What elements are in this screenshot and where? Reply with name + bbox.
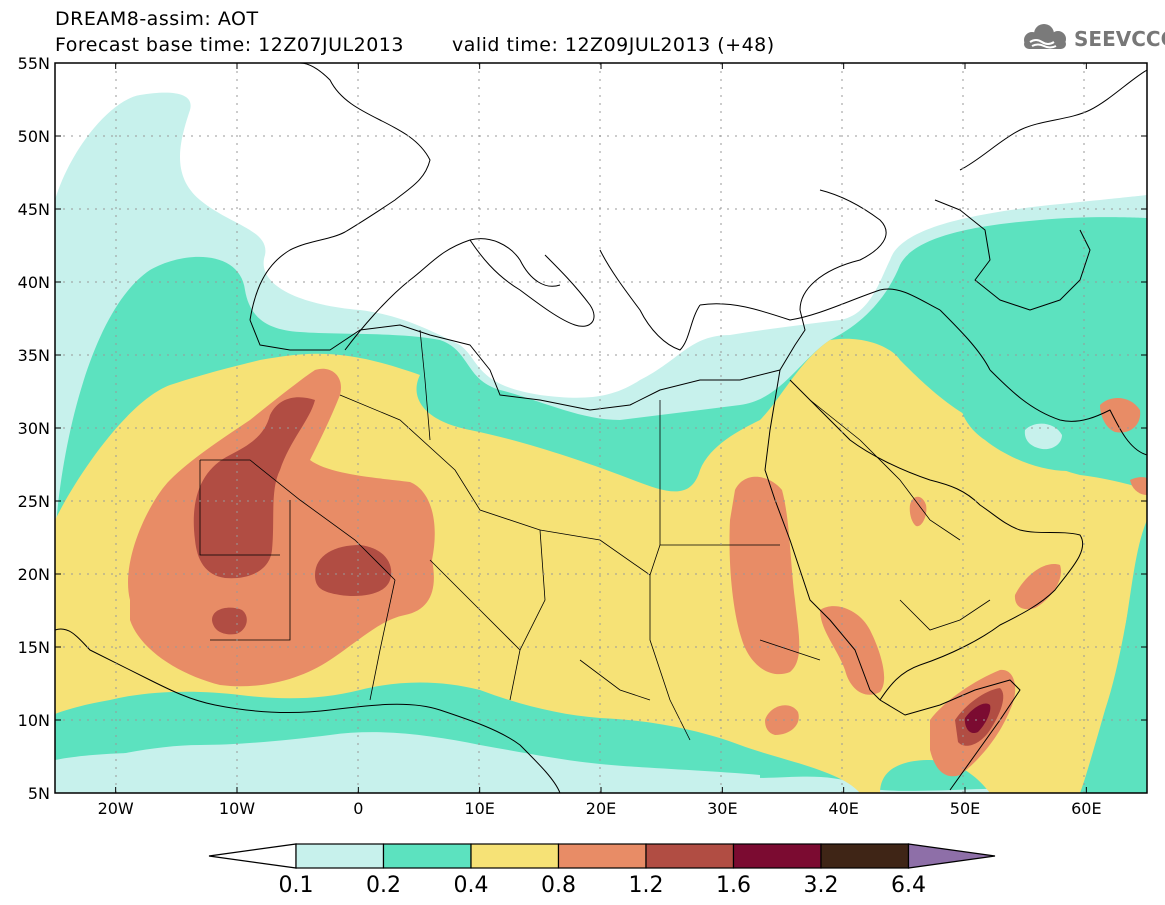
coastlines xyxy=(55,63,1147,793)
aot-zone-1.2-west-a xyxy=(193,397,315,579)
lat-tick-label: 40N xyxy=(18,273,50,292)
aot-zone-0.8-iran xyxy=(1100,398,1141,433)
aot-zone-1.6-somalia xyxy=(964,703,991,734)
map-title: DREAM8-assim: AOT xyxy=(55,8,259,30)
lon-tick-label: 10E xyxy=(464,799,494,818)
aot-zone-0.8-ethiopia xyxy=(765,705,799,735)
lat-tick-label: 25N xyxy=(18,492,50,511)
colorbar-swatch-7 xyxy=(820,843,910,869)
colorbar-below-triangle xyxy=(208,843,297,869)
aot-field xyxy=(55,63,1147,793)
aot-zone-0.1-south xyxy=(55,732,760,793)
colorbar-swatch-1 xyxy=(295,843,385,869)
aot-zone-0.8-iran-east xyxy=(1130,477,1147,495)
lat-tick-label: 20N xyxy=(18,565,50,584)
aot-zone-0.1-caspian xyxy=(1024,423,1062,450)
lon-tick-label: 20E xyxy=(586,799,616,818)
graticule xyxy=(55,63,1147,793)
lon-tick-label: 40E xyxy=(828,799,858,818)
lat-tick-label: 5N xyxy=(28,784,50,803)
colorbar-label: 0.2 xyxy=(366,873,401,898)
logo-text: SEEVCCC xyxy=(1074,27,1165,51)
colorbar xyxy=(208,843,996,869)
aot-zone-1.2-west-b xyxy=(315,545,392,597)
logo-cloud xyxy=(1024,24,1066,49)
lon-tick-label: 10W xyxy=(219,799,255,818)
colorbar-label: 6.4 xyxy=(891,873,926,898)
lon-tick-label: 0 xyxy=(353,799,363,818)
colorbar-swatch-3 xyxy=(470,843,560,869)
lat-tick-label: 10N xyxy=(18,711,50,730)
colorbar-swatch-2 xyxy=(382,843,472,869)
valid-time-label: valid time: 12Z09JUL2013 (+48) xyxy=(451,34,775,56)
aot-zone-0.8-west xyxy=(128,368,435,687)
lat-tick-label: 15N xyxy=(18,638,50,657)
colorbar-swatch-4 xyxy=(557,843,647,869)
colorbar-swatch-6 xyxy=(732,843,822,869)
lat-tick-label: 35N xyxy=(18,346,50,365)
colorbar-label: 0.8 xyxy=(541,873,576,898)
colorbar-label: 3.2 xyxy=(803,873,839,898)
aot-zone-0.8-redsea xyxy=(820,606,885,695)
forecast-times: Forecast base time: 12Z07JUL2013 valid ti… xyxy=(55,35,775,55)
lat-tick-label: 30N xyxy=(18,419,50,438)
colorbar-swatch-5 xyxy=(645,843,735,869)
colorbar-label: 1.2 xyxy=(628,873,664,898)
colorbar-label: 1.6 xyxy=(716,873,751,898)
lon-tick-label: 20W xyxy=(98,799,134,818)
lon-tick-label: 50E xyxy=(950,799,980,818)
axis-ticks: 55N 50N 45N 40N 35N 30N 25N 20N 15N 10N 5N 20W 10W 0 1… xyxy=(18,54,1147,818)
colorbar-label: 0.1 xyxy=(278,873,314,898)
colorbar-label: 0.4 xyxy=(453,873,489,898)
aot-zone-1.2-west-c xyxy=(212,607,247,635)
aot-zone-0.2-indian-ocean xyxy=(1080,530,1147,793)
lat-tick-label: 50N xyxy=(18,127,50,146)
aot-zone-0.8-arabia-a xyxy=(909,496,927,527)
colorbar-above-triangle xyxy=(907,843,996,869)
lat-tick-label: 45N xyxy=(18,200,50,219)
lon-tick-label: 30E xyxy=(707,799,737,818)
aot-zone-0.8-oman xyxy=(1014,564,1061,610)
lat-tick-label: 55N xyxy=(18,54,50,73)
base-time-label: Forecast base time: 12Z07JUL2013 xyxy=(55,34,404,56)
lon-tick-label: 60E xyxy=(1071,799,1101,818)
aot-zone-0.8-sudan xyxy=(729,476,800,675)
